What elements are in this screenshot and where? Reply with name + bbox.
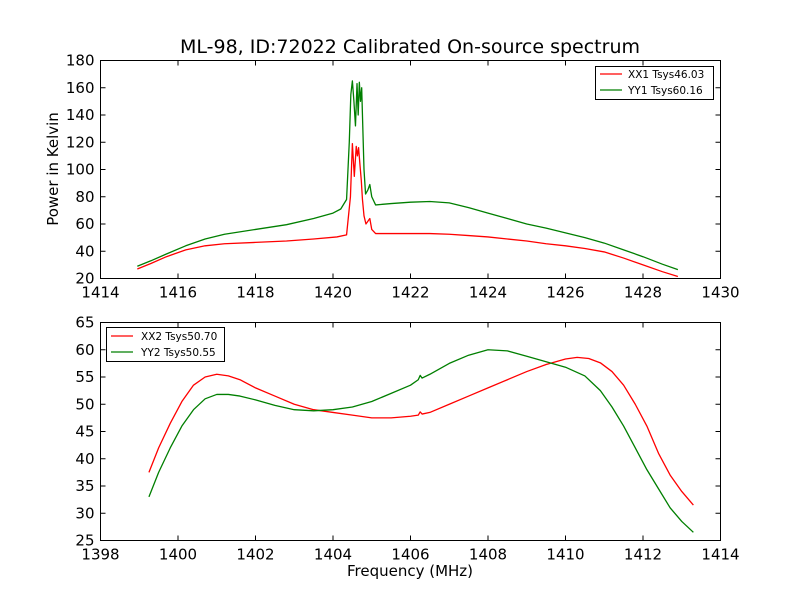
bottom-y-tick-label-4: 45 [75, 423, 94, 441]
top-x-tick-label-8: 1430 [701, 284, 739, 302]
bottom-legend: XX2 Tsys50.70 YY2 Tsys50.55 [106, 327, 225, 362]
top-y-tick-label-7: 160 [66, 79, 95, 97]
bottom-plot: Frequency (MHz) 1398 1400 1402 1404 1406 1408… [75, 314, 739, 581]
bottom-x-tick-label-7: 1412 [624, 546, 662, 564]
top-series-line-0 [137, 142, 679, 278]
top-y-tick-label-6: 140 [66, 106, 95, 124]
bottom-legend-box [106, 327, 225, 362]
top-x-tick-label-5: 1424 [469, 284, 507, 302]
x-axis-label: Frequency (MHz) [347, 562, 473, 580]
bottom-x-tick-label-6: 1410 [546, 546, 584, 564]
bottom-x-tick-label-3: 1404 [314, 546, 352, 564]
top-x-tick-label-1: 1416 [159, 284, 197, 302]
bottom-y-tick-label-0: 25 [75, 532, 94, 550]
bottom-x-tick-label-2: 1402 [236, 546, 274, 564]
top-plot-marks: 1414 1416 1418 1420 1422 1424 1426 1428 1430 20 40… [66, 52, 740, 302]
top-x-tick-label-3: 1420 [314, 284, 352, 302]
top-x-tick-label-6: 1426 [546, 284, 584, 302]
top-x-tick-label-4: 1422 [391, 284, 429, 302]
top-y-axis-label: Power in Kelvin [44, 112, 62, 226]
bottom-x-tick-label-4: 1406 [391, 546, 429, 564]
top-legend-label-yy1: YY1 Tsys60.16 [627, 85, 703, 97]
top-legend-box [595, 66, 714, 100]
top-legend: XX1 Tsys46.03 YY1 Tsys60.16 [595, 66, 714, 100]
top-legend-label-xx1: XX1 Tsys46.03 [628, 69, 704, 81]
top-y-tick-label-5: 120 [66, 133, 95, 151]
bottom-legend-label-xx2: XX2 Tsys50.70 [141, 331, 217, 343]
bottom-y-tick-label-1: 30 [75, 504, 94, 522]
top-plot: Power in Kelvin 1414 1416 1418 1420 1422 1424… [44, 52, 740, 302]
top-y-tick-label-1: 40 [75, 242, 94, 260]
bottom-y-tick-label-8: 65 [75, 314, 94, 332]
top-x-tick-label-0: 1414 [81, 284, 119, 302]
bottom-y-tick-label-6: 55 [75, 368, 94, 386]
bottom-y-tick-label-7: 60 [75, 341, 94, 359]
bottom-plot-marks: 1398 1400 1402 1404 1406 1408 1410 1412 1414 25 30… [75, 314, 739, 564]
top-series-line-1 [137, 80, 679, 271]
top-plot-frame [100, 60, 721, 279]
top-y-tick-label-8: 180 [66, 52, 95, 70]
figure-title: ML-98, ID:72022 Calibrated On-source spe… [180, 36, 640, 58]
bottom-x-tick-label-1: 1400 [159, 546, 197, 564]
bottom-x-tick-label-0: 1398 [81, 546, 119, 564]
top-y-tick-label-4: 100 [66, 161, 95, 179]
bottom-x-tick-label-8: 1414 [701, 546, 739, 564]
bottom-y-tick-label-2: 35 [75, 477, 94, 495]
bottom-y-tick-label-5: 50 [75, 395, 94, 413]
bottom-series-line-1 [148, 349, 694, 533]
top-y-tick-label-3: 80 [75, 188, 94, 206]
bottom-legend-label-yy2: YY2 Tsys50.55 [140, 347, 216, 359]
bottom-x-tick-label-5: 1408 [469, 546, 507, 564]
bottom-plot-frame [100, 322, 721, 541]
top-x-tick-label-7: 1428 [624, 284, 662, 302]
top-y-tick-label-0: 20 [75, 270, 94, 288]
top-x-tick-label-2: 1418 [236, 284, 274, 302]
bottom-y-tick-label-3: 40 [75, 450, 94, 468]
top-y-tick-label-2: 60 [75, 215, 94, 233]
bottom-series-line-0 [148, 356, 694, 506]
